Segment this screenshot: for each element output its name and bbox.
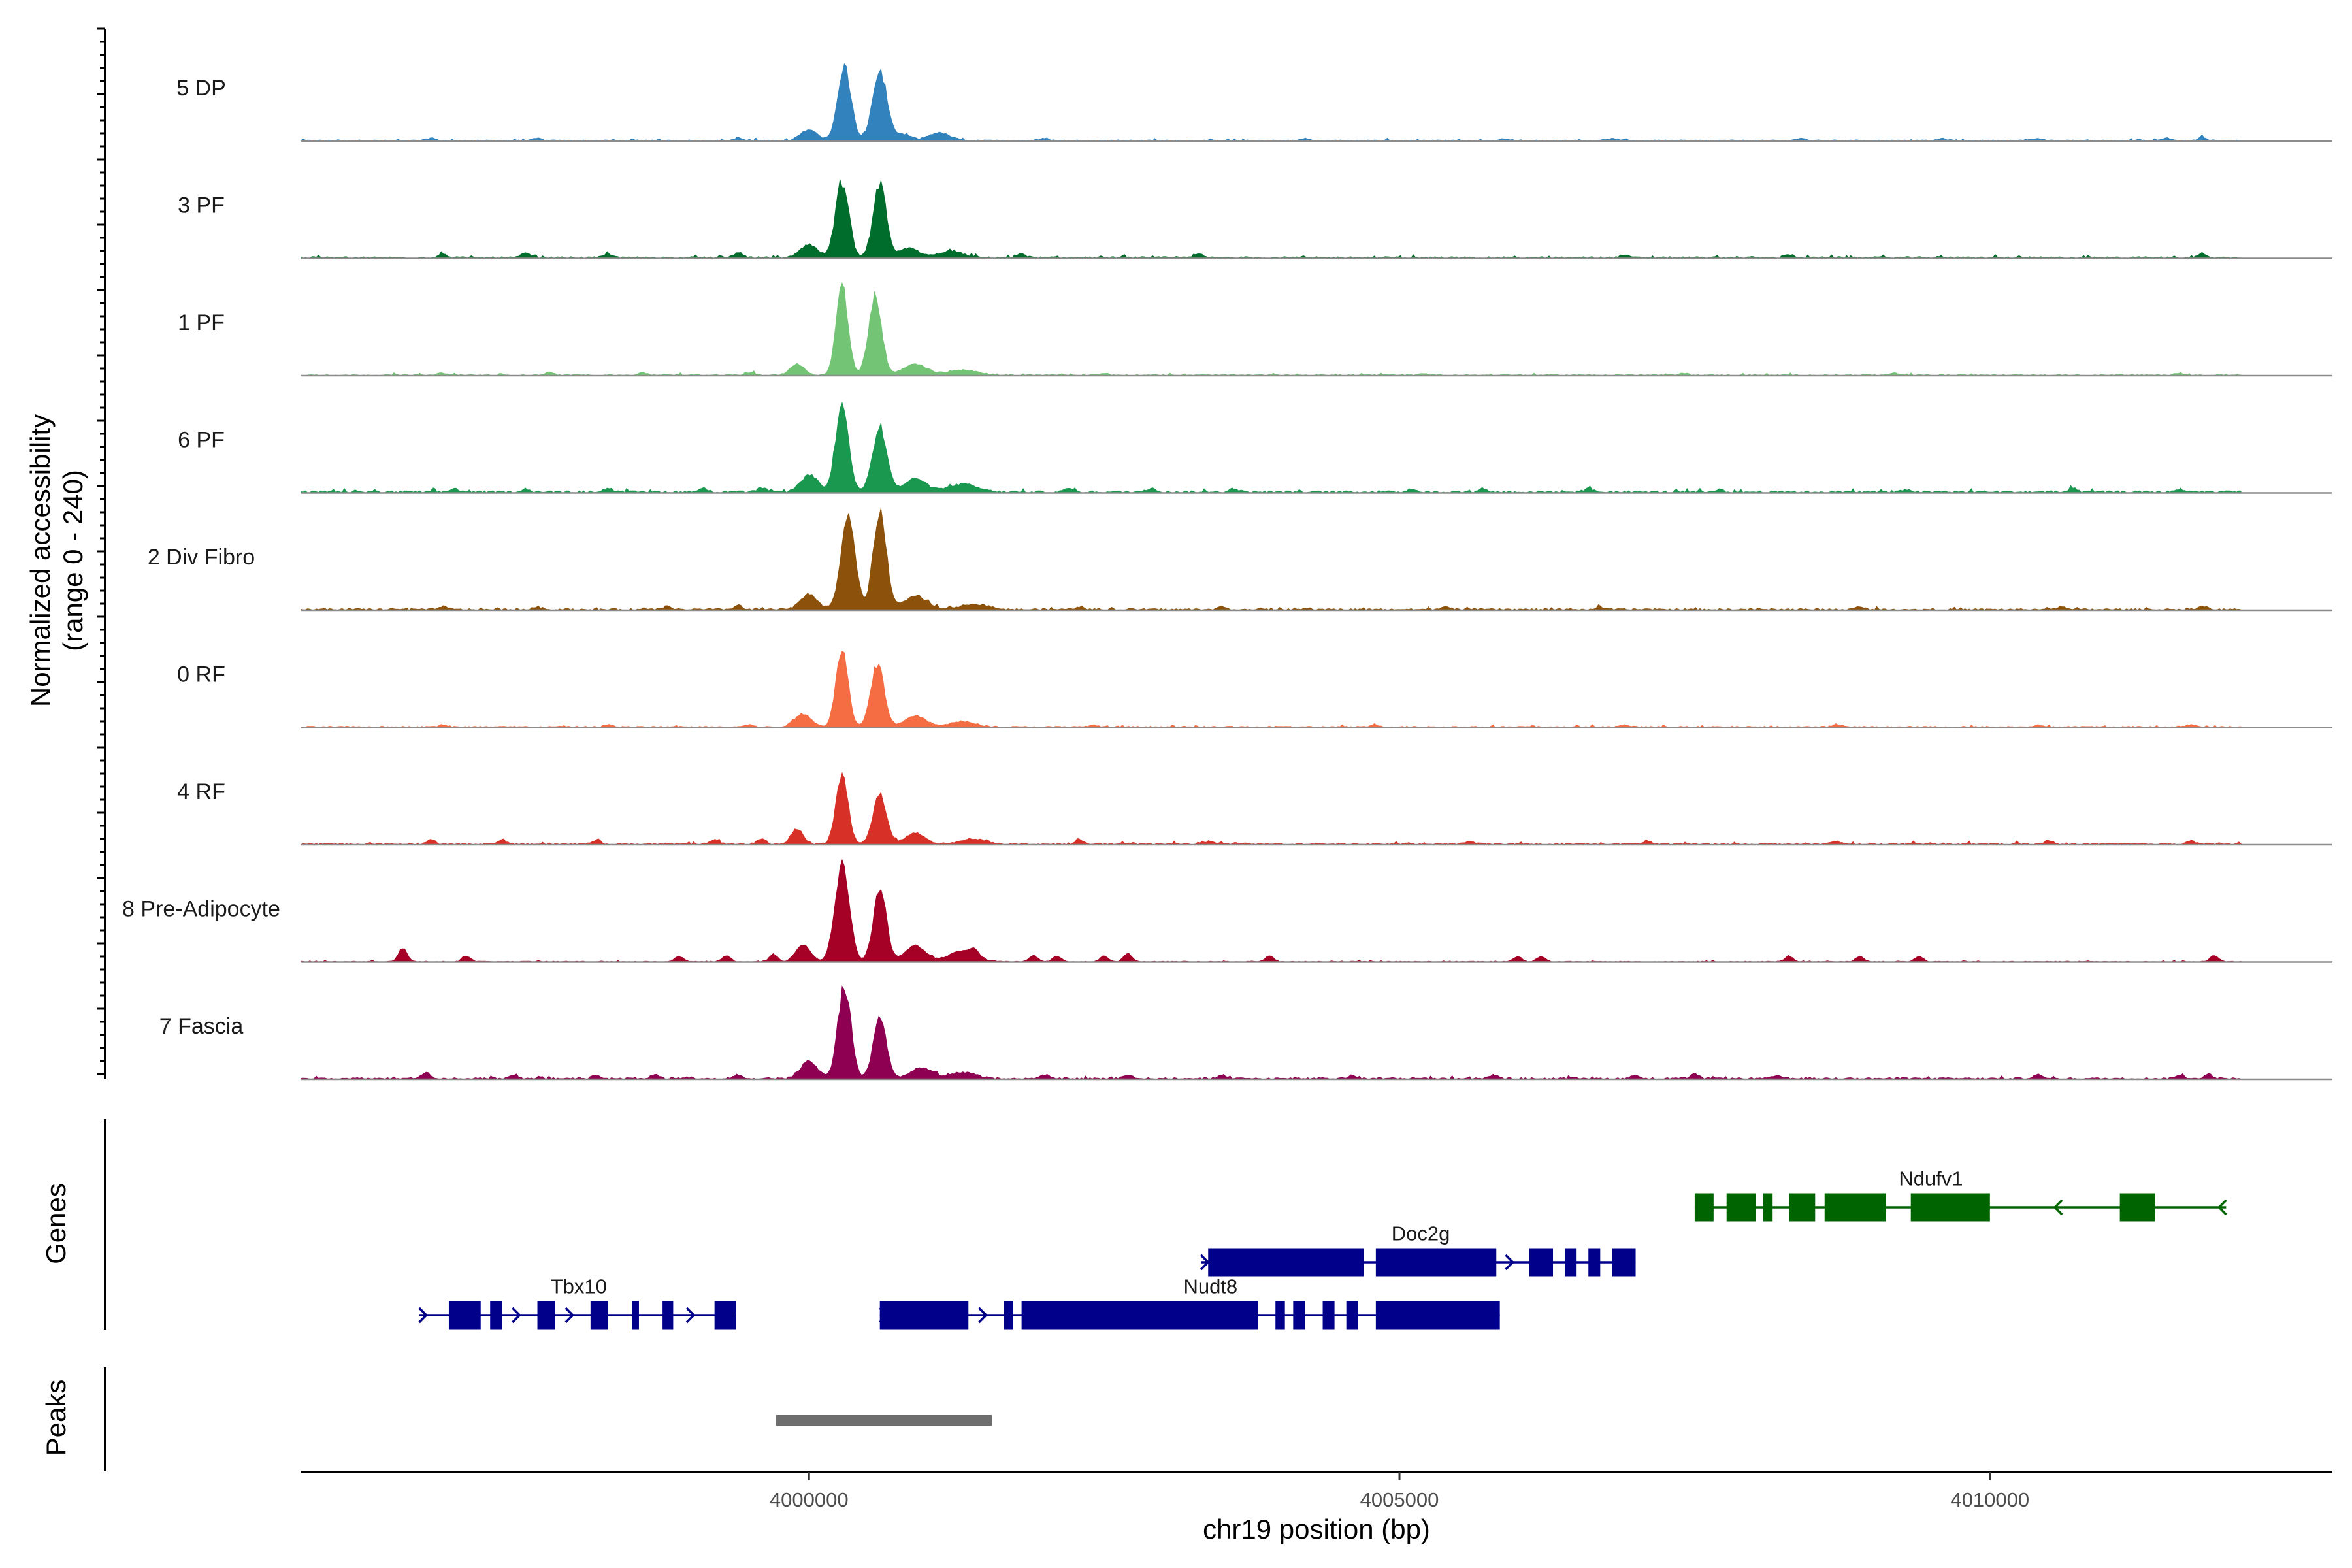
- y-axis-title-line1: Normalized accessibility: [25, 414, 56, 707]
- track-6: 4 RF: [177, 772, 2332, 846]
- gene-exon: [1021, 1301, 1258, 1330]
- coverage-area: [301, 508, 2242, 611]
- x-axis-ticks: 4000000 4005000 4010000: [770, 1472, 2029, 1511]
- track-5: 0 RF: [177, 651, 2332, 728]
- strand-arrow: [685, 1307, 696, 1324]
- x-tick-label: 4005000: [1360, 1488, 1439, 1511]
- gene-exon: [590, 1301, 608, 1330]
- gene-exon: [662, 1301, 674, 1330]
- track-label: 5 DP: [176, 76, 226, 101]
- gene-exon: [879, 1301, 969, 1330]
- x-axis-title: chr19 position (bp): [1203, 1514, 1430, 1544]
- strand-arrow: [879, 1307, 889, 1324]
- strand-arrow: [2053, 1199, 2063, 1216]
- genes-track-title: Genes: [41, 1183, 71, 1264]
- gene-ndufv1: Ndufv1: [1694, 1168, 2227, 1222]
- gene-label: Doc2g: [1392, 1222, 1450, 1245]
- gene-exon: [1910, 1193, 1990, 1222]
- coverage-area: [301, 402, 2242, 494]
- gene-exon: [1208, 1248, 1364, 1277]
- peak-region-bar: [776, 1415, 992, 1426]
- gene-annotations: Tbx10 Nudt8 Doc2g Ndufv1: [418, 1168, 2227, 1330]
- track-label: 3 PF: [178, 193, 225, 218]
- y-axis-title-line2: (range 0 - 240): [57, 470, 88, 651]
- coverage-area: [301, 858, 2242, 963]
- track-4: 2 Div Fibro: [148, 508, 2332, 612]
- gene-exon: [1789, 1193, 1816, 1222]
- gene-label: Nudt8: [1183, 1275, 1237, 1298]
- gene-tbx10: Tbx10: [418, 1275, 736, 1330]
- coverage-area: [301, 772, 2242, 845]
- track-3: 6 PF: [178, 402, 2332, 494]
- gene-exon: [1612, 1248, 1636, 1277]
- gene-label: Ndufv1: [1899, 1168, 1963, 1190]
- x-tick-label: 4010000: [1950, 1488, 2029, 1511]
- strand-arrow: [1505, 1254, 1515, 1271]
- track-label: 4 RF: [177, 779, 225, 804]
- strand-arrow: [512, 1307, 521, 1324]
- gene-exon: [448, 1301, 481, 1330]
- gene-exon: [1824, 1193, 1886, 1222]
- gene-exon: [1375, 1301, 1500, 1330]
- track-label: 7 Fascia: [159, 1014, 244, 1039]
- coverage-area: [301, 651, 2242, 728]
- gene-exon: [1275, 1301, 1285, 1330]
- strand-arrow: [2217, 1199, 2227, 1216]
- x-tick-label: 4000000: [770, 1488, 849, 1511]
- coverage-area: [301, 179, 2242, 259]
- gene-exon: [632, 1301, 639, 1330]
- gene-exon: [1322, 1301, 1335, 1330]
- strand-arrow: [978, 1307, 988, 1324]
- gene-exon: [714, 1301, 736, 1330]
- gene-exon: [1293, 1301, 1305, 1330]
- track-2: 1 PF: [178, 282, 2332, 377]
- coverage-tracks: 5 DP 3 PF 1 PF 6 PF 2 Div Fibro 0 RF 4 RF 8 Pre…: [122, 63, 2332, 1081]
- gene-exon: [1565, 1248, 1577, 1277]
- track-1: 3 PF: [178, 179, 2332, 259]
- track-0: 5 DP: [176, 63, 2332, 142]
- peaks-track-title: Peaks: [41, 1380, 71, 1456]
- coverage-area: [301, 985, 2242, 1080]
- coverage-y-ticks: [97, 27, 105, 1075]
- peak-regions: [776, 1415, 992, 1426]
- gene-exon: [1763, 1193, 1773, 1222]
- track-label: 8 Pre-Adipocyte: [122, 897, 280, 922]
- track-label: 2 Div Fibro: [148, 545, 255, 570]
- track-label: 1 PF: [178, 310, 225, 335]
- gene-exon: [1529, 1248, 1554, 1277]
- gene-exon: [1726, 1193, 1756, 1222]
- gene-exon: [1588, 1248, 1601, 1277]
- coverage-area: [301, 63, 2242, 142]
- gene-nudt8: Nudt8: [879, 1275, 1500, 1330]
- track-7: 8 Pre-Adipocyte: [122, 858, 2332, 963]
- track-label: 0 RF: [177, 662, 225, 687]
- gene-exon: [537, 1301, 555, 1330]
- gene-exon: [2119, 1193, 2155, 1222]
- coverage-area: [301, 282, 2242, 376]
- gene-exon: [490, 1301, 502, 1330]
- gene-doc2g: Doc2g: [1200, 1222, 1636, 1277]
- strand-arrow: [564, 1307, 575, 1324]
- strand-arrow: [418, 1307, 429, 1324]
- track-label: 6 PF: [178, 428, 225, 453]
- track-8: 7 Fascia: [159, 985, 2332, 1081]
- gene-exon: [1004, 1301, 1013, 1330]
- gene-exon: [1694, 1193, 1714, 1222]
- gene-exon: [1375, 1248, 1497, 1277]
- gene-label: Tbx10: [551, 1275, 607, 1298]
- gene-exon: [1346, 1301, 1358, 1330]
- strand-arrow: [1200, 1254, 1210, 1271]
